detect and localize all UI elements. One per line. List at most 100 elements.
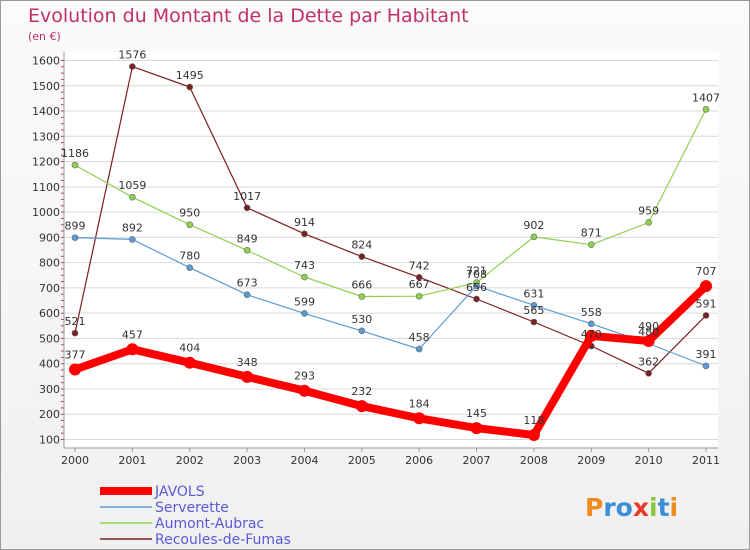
y-tick-label: 700 bbox=[39, 282, 60, 295]
x-tick-label: 2006 bbox=[405, 454, 433, 467]
data-label-recoules-de-fumas: 521 bbox=[65, 315, 86, 328]
data-label-aumont-aubrac: 666 bbox=[351, 278, 372, 291]
data-point-aumont-aubrac bbox=[358, 293, 366, 300]
data-label-javols: 348 bbox=[237, 356, 258, 369]
data-label-aumont-aubrac: 1186 bbox=[61, 147, 89, 160]
chart-title: Evolution du Montant de la Dette par Hab… bbox=[28, 5, 469, 27]
x-tick-label: 2001 bbox=[118, 454, 146, 467]
data-label-serverette: 530 bbox=[351, 313, 372, 326]
data-label-serverette: 892 bbox=[122, 221, 143, 234]
x-tick-label: 2009 bbox=[577, 454, 605, 467]
legend-label-serverette: Serverette bbox=[155, 500, 229, 516]
data-point-recoules-de-fumas bbox=[129, 63, 136, 70]
x-tick-label: 2003 bbox=[233, 454, 261, 467]
data-label-recoules-de-fumas: 565 bbox=[523, 304, 544, 317]
data-label-aumont-aubrac: 1059 bbox=[118, 179, 146, 192]
y-tick-label: 1500 bbox=[32, 80, 60, 93]
y-tick-label: 600 bbox=[39, 307, 60, 320]
x-tick-label: 2007 bbox=[463, 454, 491, 467]
data-point-aumont-aubrac bbox=[186, 221, 194, 229]
legend-label-aumont-aubrac: Aumont-Aubrac bbox=[155, 516, 264, 532]
x-tick-label: 2008 bbox=[520, 454, 548, 467]
data-point-javols bbox=[183, 356, 196, 369]
data-label-aumont-aubrac: 959 bbox=[638, 204, 659, 217]
data-label-aumont-aubrac: 902 bbox=[523, 219, 544, 232]
data-point-javols bbox=[527, 428, 540, 441]
x-tick-label: 2005 bbox=[348, 454, 376, 467]
y-tick-label: 200 bbox=[39, 408, 60, 421]
data-point-aumont-aubrac bbox=[702, 105, 710, 113]
series-line-serverette bbox=[74, 237, 707, 367]
data-point-serverette bbox=[243, 291, 251, 299]
data-point-serverette bbox=[358, 327, 366, 335]
proxiti-logo: Proxiti bbox=[585, 493, 678, 522]
data-label-recoules-de-fumas: 656 bbox=[466, 281, 487, 294]
data-label-serverette: 673 bbox=[237, 277, 258, 290]
data-label-javols: 232 bbox=[351, 385, 372, 398]
data-label-aumont-aubrac: 721 bbox=[466, 265, 487, 278]
x-tick-label: 2011 bbox=[692, 454, 720, 467]
data-label-aumont-aubrac: 950 bbox=[179, 207, 200, 220]
series-line-aumont-aubrac bbox=[74, 108, 707, 298]
data-point-aumont-aubrac bbox=[587, 241, 595, 248]
data-label-recoules-de-fumas: 470 bbox=[581, 328, 602, 341]
data-label-javols: 404 bbox=[179, 342, 200, 355]
data-label-javols: 457 bbox=[122, 328, 143, 341]
data-label-serverette: 780 bbox=[179, 250, 200, 263]
y-tick-label: 900 bbox=[39, 231, 60, 244]
y-tick-label: 1100 bbox=[32, 181, 60, 194]
data-label-serverette: 391 bbox=[696, 348, 717, 361]
y-tick-label: 1600 bbox=[32, 55, 60, 68]
data-label-serverette: 708 bbox=[466, 268, 487, 281]
data-label-javols: 377 bbox=[65, 349, 86, 362]
data-point-javols bbox=[585, 329, 598, 342]
data-point-javols bbox=[69, 363, 81, 376]
chart-subtitle: (en €) bbox=[28, 30, 61, 43]
data-label-recoules-de-fumas: 914 bbox=[294, 216, 315, 229]
y-tick-label: 1400 bbox=[32, 105, 60, 118]
x-tick-label: 2004 bbox=[290, 454, 318, 467]
data-point-serverette bbox=[301, 310, 308, 317]
data-point-javols bbox=[298, 384, 311, 397]
data-point-serverette bbox=[702, 362, 710, 370]
data-label-javols: 490 bbox=[638, 320, 659, 333]
data-point-javols bbox=[700, 280, 712, 293]
plot-area bbox=[64, 52, 718, 448]
data-label-javols: 707 bbox=[696, 265, 717, 278]
data-point-aumont-aubrac bbox=[415, 292, 423, 300]
legend-label-javols: JAVOLS bbox=[154, 484, 205, 500]
grid-lines bbox=[64, 52, 718, 448]
data-label-javols: 145 bbox=[466, 407, 487, 420]
data-point-javols bbox=[241, 370, 254, 383]
x-tick-label: 2000 bbox=[61, 454, 89, 467]
data-point-aumont-aubrac bbox=[645, 219, 652, 226]
data-point-recoules-de-fumas bbox=[301, 230, 308, 238]
data-label-javols: 118 bbox=[523, 414, 544, 427]
y-tick-label: 1200 bbox=[32, 156, 60, 169]
data-label-serverette: 558 bbox=[581, 306, 602, 319]
data-label-serverette: 631 bbox=[523, 287, 544, 300]
series-line-javols bbox=[71, 282, 710, 439]
data-point-recoules-de-fumas bbox=[415, 273, 423, 281]
axes: 1002003004005006007008009001000110012001… bbox=[32, 52, 720, 467]
data-label-aumont-aubrac: 1407 bbox=[692, 91, 720, 104]
data-point-recoules-de-fumas bbox=[243, 204, 251, 212]
data-label-recoules-de-fumas: 362 bbox=[638, 355, 659, 368]
data-point-javols bbox=[126, 343, 139, 356]
legend-label-recoules-de-fumas: Recoules-de-Fumas bbox=[155, 532, 291, 548]
legend: JAVOLSServeretteAumont-AubracRecoules-de… bbox=[100, 484, 291, 548]
data-label-aumont-aubrac: 849 bbox=[237, 232, 258, 245]
data-point-serverette bbox=[530, 302, 538, 309]
data-point-recoules-de-fumas bbox=[186, 83, 194, 91]
series-line-recoules-de-fumas bbox=[74, 65, 707, 374]
data-label-aumont-aubrac: 743 bbox=[294, 259, 315, 272]
data-point-javols bbox=[413, 412, 426, 425]
data-label-recoules-de-fumas: 591 bbox=[696, 297, 717, 310]
data-point-recoules-de-fumas bbox=[702, 312, 710, 319]
data-point-serverette bbox=[186, 264, 194, 271]
data-label-recoules-de-fumas: 824 bbox=[351, 239, 372, 252]
data-point-aumont-aubrac bbox=[301, 273, 308, 281]
data-point-recoules-de-fumas bbox=[473, 295, 480, 303]
data-point-aumont-aubrac bbox=[71, 161, 79, 169]
data-label-recoules-de-fumas: 1017 bbox=[233, 190, 261, 203]
